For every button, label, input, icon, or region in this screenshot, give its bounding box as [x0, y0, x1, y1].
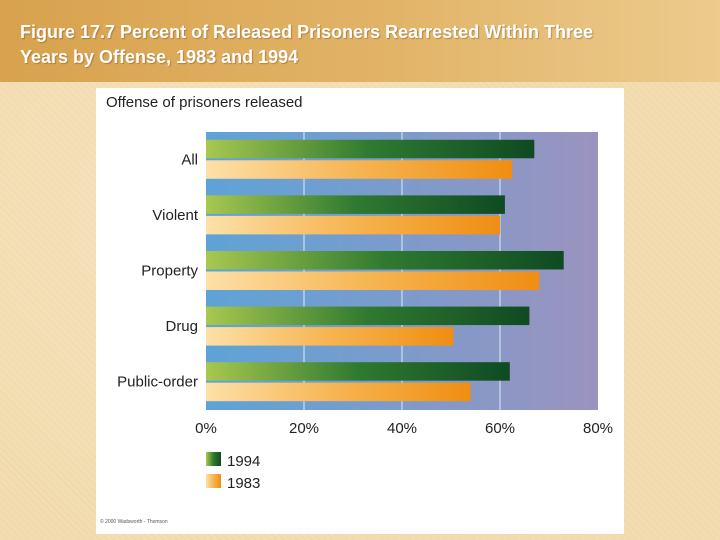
- bar-public-order-1994: [206, 362, 510, 381]
- category-label: Public-order: [117, 374, 198, 391]
- category-labels: All Violent Property Drug Public-order: [117, 151, 199, 390]
- category-label: All: [181, 151, 198, 168]
- figure-panel: Offense of prisoners released All Violent…: [96, 88, 624, 534]
- category-label: Violent: [152, 207, 198, 224]
- bar-public-order-1983: [206, 382, 471, 402]
- x-tick-label: 40%: [387, 420, 417, 437]
- category-label: Drug: [165, 318, 198, 335]
- bars: [206, 139, 564, 402]
- category-label: Property: [141, 262, 198, 279]
- bar-chart: Offense of prisoners released All Violent…: [106, 94, 613, 492]
- x-tick-labels: 0% 20% 40% 60% 80%: [195, 420, 613, 437]
- bar-property-1994: [206, 250, 564, 270]
- bar-property-1983: [206, 271, 540, 290]
- x-tick-label: 60%: [485, 420, 515, 437]
- copyright-text: © 2000 Wadsworth - Thomson: [100, 519, 168, 525]
- legend-label-1994: 1994: [227, 453, 260, 470]
- legend-swatch-1994: [206, 452, 221, 466]
- slide-title: Figure 17.7 Percent of Released Prisoner…: [20, 22, 594, 67]
- bar-all-1994: [206, 139, 535, 159]
- bar-all-1983: [206, 160, 513, 179]
- bar-violent-1994: [206, 195, 505, 214]
- legend-label-1983: 1983: [227, 475, 260, 492]
- x-tick-label: 0%: [195, 420, 217, 437]
- bar-drug-1994: [206, 306, 530, 326]
- bar-violent-1983: [206, 215, 500, 235]
- legend: 1994 1983: [206, 452, 260, 492]
- legend-swatch-1983: [206, 474, 221, 488]
- bar-drug-1983: [206, 327, 454, 346]
- chart-title: Offense of prisoners released: [106, 94, 303, 111]
- x-tick-label: 80%: [583, 420, 613, 437]
- x-tick-label: 20%: [289, 420, 319, 437]
- title-band: [0, 0, 720, 82]
